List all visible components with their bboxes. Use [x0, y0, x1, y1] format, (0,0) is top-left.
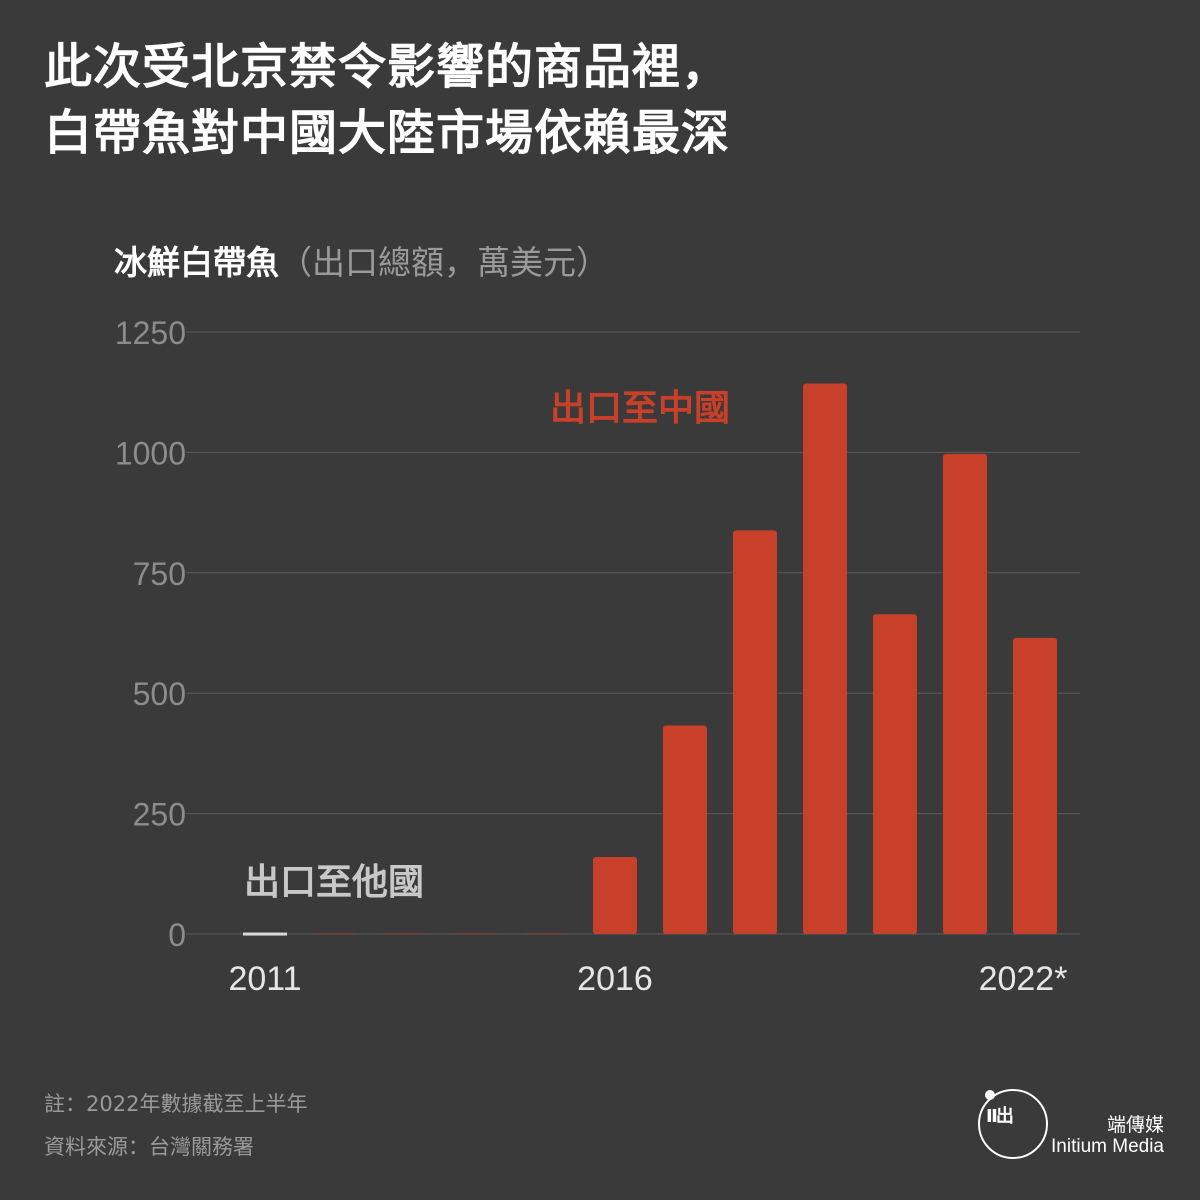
series-label-other: 出口至他國 [244, 862, 424, 903]
logo-glyph: Ⅱ出 [986, 1106, 1014, 1127]
bar-china [873, 614, 917, 934]
y-tick-label: 750 [133, 556, 186, 592]
bar-china [593, 856, 637, 934]
bar-china [733, 530, 777, 934]
chart-title: 此次受北京禁令影響的商品裡， 白帶魚對中國大陸市場依賴最深 [44, 34, 730, 166]
chart-subtitle: 冰鮮白帶魚（出口總額，萬美元） [114, 236, 609, 284]
bar-china [523, 933, 567, 934]
subtitle-unit: （出口總額，萬美元） [279, 243, 609, 282]
title-line-1: 此次受北京禁令影響的商品裡， [44, 39, 731, 95]
y-tick-label: 500 [133, 676, 186, 712]
bar-china [1013, 637, 1057, 934]
title-line-2: 白帶魚對中國大陸市場依賴最深 [44, 105, 731, 161]
y-tick-label: 1250 [115, 315, 186, 351]
logo-dot [985, 1090, 995, 1100]
bar-china [943, 453, 987, 934]
series-label-china: 出口至中國 [550, 388, 730, 429]
bar-china [803, 383, 847, 934]
y-tick-label: 250 [133, 797, 186, 833]
brand-name-en: Initium Media [1051, 1136, 1164, 1157]
y-tick-label: 1000 [115, 435, 186, 471]
x-tick-label: 2016 [577, 960, 653, 998]
brand-name-cn: 端傳媒 [1106, 1114, 1164, 1136]
bar-china [453, 933, 497, 934]
y-tick-label: 0 [168, 917, 186, 953]
x-tick-label: 2022* [979, 960, 1068, 998]
initium-logo-icon [978, 1089, 1048, 1159]
bar-china [313, 933, 357, 934]
source-note: 資料來源：台灣關務署 [44, 1135, 254, 1159]
bar-china [663, 725, 707, 934]
x-tick-label: 2011 [228, 960, 301, 998]
subtitle-main: 冰鮮白帶魚 [114, 243, 279, 282]
bar-china [383, 933, 427, 934]
bar-other [243, 932, 287, 936]
footnote: 註：2022年數據截至上半年 [44, 1092, 308, 1116]
